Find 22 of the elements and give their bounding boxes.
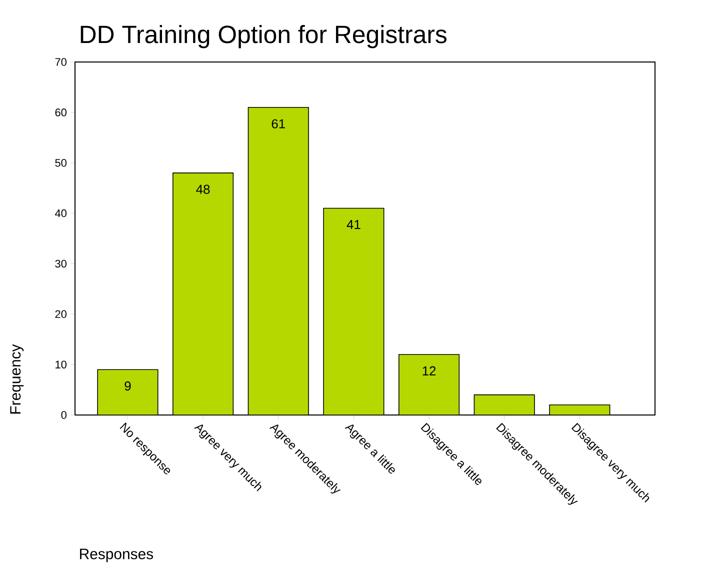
data-label: 41 bbox=[346, 220, 360, 229]
y-axis-title: Frequency bbox=[10, 344, 24, 414]
bar bbox=[248, 107, 309, 415]
bar bbox=[172, 172, 234, 415]
y-tick-label: 30 bbox=[55, 260, 66, 268]
data-label: 9 bbox=[124, 381, 131, 391]
data-label: 61 bbox=[272, 119, 285, 128]
bar bbox=[98, 370, 158, 415]
y-tick-label: 70 bbox=[55, 58, 66, 66]
bar bbox=[398, 354, 460, 415]
y-tick-label: 50 bbox=[55, 158, 66, 167]
bar bbox=[474, 394, 534, 415]
data-label: 12 bbox=[422, 366, 436, 376]
y-tick-label: 0 bbox=[61, 411, 66, 419]
data-label: 48 bbox=[196, 184, 210, 194]
x-axis-title: Responses bbox=[80, 548, 154, 562]
y-tick-label: 60 bbox=[55, 108, 66, 116]
y-tick-label: 40 bbox=[55, 209, 66, 218]
y-tick-label: 20 bbox=[55, 310, 66, 318]
bar bbox=[324, 208, 384, 415]
chart-title: DD Training Option for Registrars bbox=[80, 24, 447, 48]
y-tick-label: 10 bbox=[56, 360, 66, 368]
